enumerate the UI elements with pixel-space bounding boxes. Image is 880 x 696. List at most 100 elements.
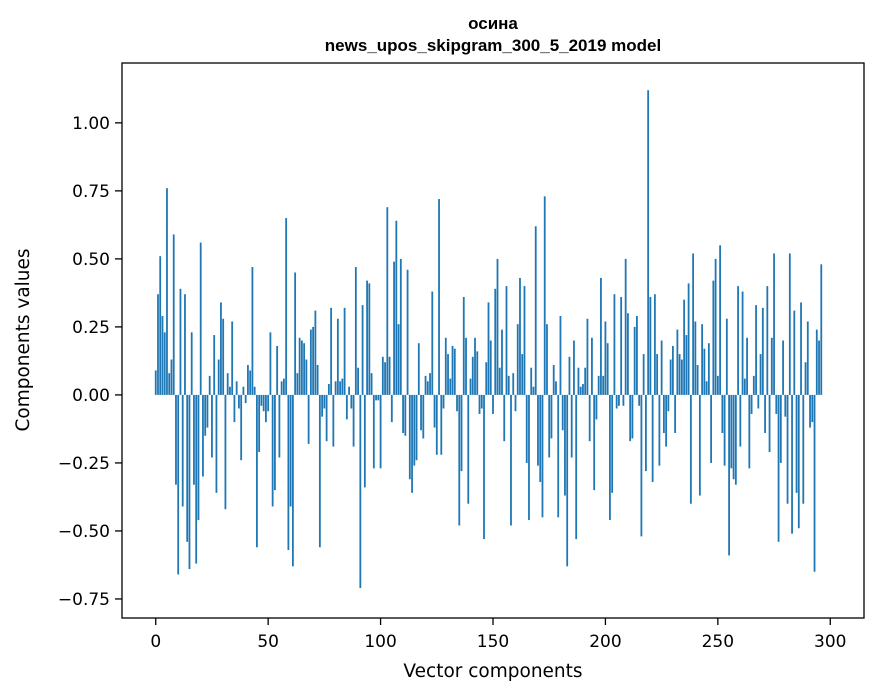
bar-151: [494, 288, 497, 395]
bar-6: [168, 373, 171, 395]
bar-189: [579, 386, 582, 395]
bar-270: [761, 307, 764, 395]
bar-16: [190, 332, 193, 395]
bar-131: [449, 378, 452, 395]
bar-92: [361, 305, 364, 395]
bar-254: [725, 318, 728, 395]
bar-197: [597, 375, 600, 395]
bar-33: [229, 386, 231, 395]
bar-229: [669, 359, 672, 395]
bar-198: [600, 277, 602, 395]
bar-44: [253, 386, 256, 395]
bar-56: [280, 381, 283, 395]
bar-12: [181, 394, 184, 507]
bar-248: [712, 280, 715, 395]
bar-166: [528, 394, 530, 521]
bar-247: [710, 394, 712, 463]
bar-127: [440, 394, 443, 455]
bar-94: [366, 280, 368, 395]
bar-77: [327, 384, 330, 395]
bar-21: [202, 394, 204, 477]
bar-59: [287, 394, 290, 550]
bar-82: [339, 381, 341, 395]
bar-192: [586, 318, 589, 395]
bar-60: [289, 394, 292, 507]
x-tick-label: 0: [150, 632, 161, 652]
bar-158: [510, 394, 512, 526]
bar-195: [593, 394, 596, 491]
chart-subtitle: news_upos_skipgram_300_5_2019 model: [325, 36, 661, 55]
bar-250: [716, 375, 719, 395]
bar-277: [777, 394, 780, 542]
bar-160: [514, 394, 517, 412]
bar-212: [631, 394, 634, 439]
y-tick-label: 0.00: [72, 386, 110, 406]
bar-176: [550, 394, 553, 439]
bar-87: [350, 394, 353, 409]
bar-139: [467, 394, 470, 504]
bar-167: [530, 367, 533, 395]
bar-232: [676, 329, 679, 395]
bar-265: [750, 394, 753, 414]
bar-106: [393, 261, 395, 395]
bar-253: [723, 394, 726, 466]
bar-179: [557, 394, 560, 518]
bar-246: [707, 343, 710, 395]
bar-43: [251, 267, 254, 395]
bar-193: [588, 394, 591, 442]
bar-49: [265, 394, 267, 423]
bar-200: [604, 321, 607, 395]
bar-96: [370, 373, 373, 395]
bar-19: [197, 394, 200, 521]
y-tick-label: 0.25: [72, 318, 110, 338]
bar-203: [611, 394, 614, 493]
bar-116: [415, 394, 418, 461]
bar-170: [537, 394, 539, 466]
bar-214: [636, 316, 638, 395]
bar-145: [480, 394, 483, 409]
bar-223: [656, 354, 659, 395]
bar-274: [770, 337, 773, 395]
bar-48: [262, 394, 265, 412]
bar-18: [195, 394, 198, 564]
bar-226: [662, 394, 665, 433]
bar-206: [618, 394, 620, 406]
bar-5: [166, 188, 168, 395]
bar-13: [184, 294, 186, 395]
bar-31: [224, 394, 227, 510]
bar-174: [546, 324, 548, 395]
bar-220: [649, 296, 652, 395]
bar-126: [438, 199, 440, 395]
y-tick-label: 1.00: [72, 114, 110, 134]
bar-41: [247, 364, 249, 395]
bar-93: [363, 394, 366, 488]
bar-24: [208, 375, 211, 395]
bar-45: [256, 394, 258, 548]
bar-103: [386, 207, 389, 395]
bar-180: [559, 316, 562, 395]
bar-135: [458, 394, 461, 526]
bar-69: [309, 329, 312, 395]
bar-144: [478, 394, 481, 414]
bar-28: [217, 359, 220, 395]
bar-17: [193, 394, 195, 485]
bar-224: [658, 394, 661, 466]
x-axis-ticks: 0 50 100 150 200 250 300: [150, 618, 846, 652]
bar-186: [573, 340, 575, 395]
x-tick-label: 250: [702, 632, 734, 652]
bar-181: [561, 394, 564, 431]
bar-275: [773, 253, 775, 395]
bar-219: [647, 90, 650, 395]
bar-105: [390, 394, 393, 423]
bar-119: [422, 394, 425, 439]
bar-222: [653, 294, 656, 395]
bar-121: [426, 381, 429, 395]
bar-255: [728, 394, 730, 556]
bar-291: [809, 394, 811, 428]
bar-148: [487, 302, 490, 395]
bar-171: [539, 394, 542, 482]
bar-215: [638, 394, 641, 406]
bar-238: [689, 394, 692, 504]
bar-35: [233, 394, 236, 423]
bar-10: [177, 394, 180, 575]
